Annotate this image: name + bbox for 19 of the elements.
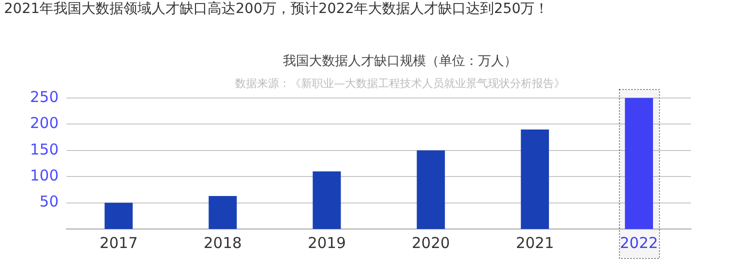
y-tick-label: 150 — [30, 140, 59, 158]
y-tick-label: 200 — [30, 114, 59, 132]
x-tick-label: 2019 — [308, 234, 346, 252]
source-note: 数据来源：《新职业—大数据工程技术人员就业景气现状分析报告》 — [235, 77, 565, 90]
x-tick-label: 2021 — [516, 234, 554, 252]
x-tick-label: 2018 — [204, 234, 242, 252]
y-tick-label: 100 — [30, 166, 59, 184]
x-tick-label: 2022 — [620, 234, 658, 252]
bar — [312, 171, 341, 229]
bar — [208, 196, 237, 229]
bar — [416, 150, 445, 229]
y-tick-label: 250 — [30, 88, 59, 106]
y-tick-label: 50 — [40, 192, 59, 211]
x-tick-label: 2020 — [412, 234, 450, 252]
bar — [520, 129, 549, 229]
chart-title: 我国大数据人才缺口规模（单位：万人） — [282, 53, 518, 70]
bar — [104, 202, 133, 229]
x-tick-label: 2017 — [100, 234, 138, 252]
chart-subtitle: 2021年我国大数据领域人才缺口高达200万，预计2022年大数据人才缺口达到250万！ — [4, 0, 549, 18]
